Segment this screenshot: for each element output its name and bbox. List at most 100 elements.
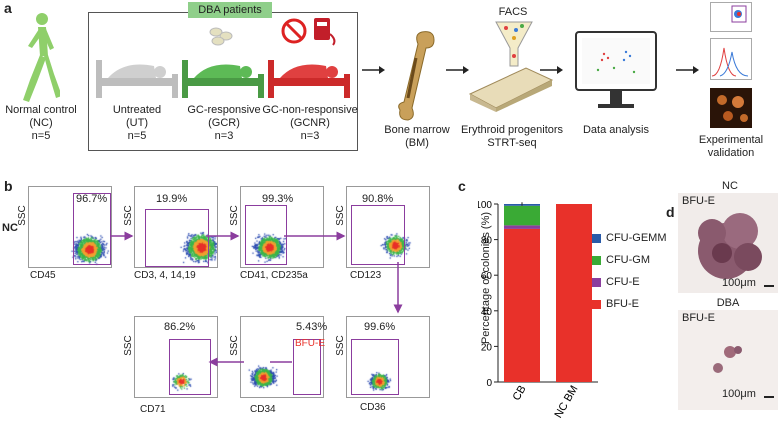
normal-control-label: Normal control (NC) n=5 <box>5 104 77 142</box>
y-axis-ssc-5: SSC <box>334 335 346 356</box>
group-gc-responsive-label: GC-responsive (GCR) n=3 <box>187 104 261 142</box>
pills-icon <box>209 27 233 46</box>
x-axis-lineage: CD3, 4, 14,19 <box>134 270 196 281</box>
bar-cb-cfu-gm <box>504 205 540 226</box>
panel-d-letter: d <box>666 204 675 220</box>
x-tick-label-nc-bm: NC BM <box>552 384 580 421</box>
panel-c-letter: c <box>458 178 466 194</box>
facs-funnel-icon <box>495 21 533 67</box>
panel-d-title-nc: NC <box>722 180 738 192</box>
facs-plot-cd36 <box>346 316 430 398</box>
gate-pct-cd41: 99.3% <box>262 193 294 205</box>
gate-bfu-e <box>293 339 321 395</box>
y-axis-ssc-3: SSC <box>228 205 240 226</box>
arrow-to-analysis <box>540 66 563 74</box>
x-axis-cd45: CD45 <box>30 270 56 281</box>
x-axis-cd71: CD71 <box>140 404 166 415</box>
y-axis-ssc-1: SSC <box>16 205 28 226</box>
row-label-nc: NC <box>2 222 18 234</box>
x-axis-cd123: CD123 <box>350 270 382 281</box>
validation-scatter-thumb <box>710 2 752 32</box>
scale-bar-dba <box>764 396 774 398</box>
gate-pct-cd34: 5.43% <box>296 321 328 333</box>
gate-cd123 <box>351 205 405 265</box>
arrow-to-facs <box>446 66 469 74</box>
legend-label-cfu-e: CFU-E <box>606 276 640 288</box>
legend-label-cfu-gemm: CFU-GEMM <box>606 232 667 244</box>
legend-swatch-bfu-e <box>592 300 601 309</box>
gate-cd45 <box>73 193 111 265</box>
scale-bar-nc <box>764 285 774 287</box>
gate-lineage <box>145 209 209 267</box>
no-steroids-icon <box>281 18 307 44</box>
well-plate-icon <box>468 67 554 112</box>
y-tick-label-20: 20 <box>481 342 493 353</box>
walking-person-icon <box>23 13 60 102</box>
colony-bar-chart: 0 20 40 60 80 100 CB NC BM <box>478 200 598 421</box>
bone-marrow-label: Bone marrow (BM) <box>384 124 450 149</box>
panel-a-letter: a <box>4 0 12 16</box>
bar-cb-bfu-e <box>504 228 540 382</box>
facs-plot-lineage <box>134 186 218 268</box>
gate-pct-cd123: 90.8% <box>362 193 394 205</box>
arrow-to-bone-marrow <box>362 66 385 74</box>
micrograph-nc: BFU-E 100μm <box>678 193 778 293</box>
y-tick-label-0: 0 <box>486 378 492 389</box>
facs-plot-cd45 <box>28 186 112 268</box>
y-tick-label-100: 100 <box>478 200 492 211</box>
group-untreated-label: Untreated (UT) n=5 <box>112 104 162 142</box>
validation-histogram-thumb <box>710 38 752 80</box>
micrograph-dba: BFU-E 100μm <box>678 310 778 410</box>
gate-cd41 <box>245 205 287 265</box>
arrow-to-validation <box>676 66 699 74</box>
y-axis-ssc-6: SSC <box>228 335 240 356</box>
gate-cd71 <box>169 339 211 395</box>
micrograph-nc-scale: 100μm <box>722 277 756 289</box>
gate-name-bfu-e: BFU-E <box>295 338 325 349</box>
legend-label-cfu-gm: CFU-GM <box>606 254 650 266</box>
bar-cb-cfu-e <box>504 225 540 229</box>
erythroid-label: Erythroid progenitors STRT-seq <box>460 124 564 149</box>
y-tick-label-80: 80 <box>481 236 493 247</box>
bed-gc-nonresponsive-icon <box>268 60 350 98</box>
y-axis-ssc-7: SSC <box>122 335 134 356</box>
gate-pct-cd45: 96.7% <box>76 193 108 205</box>
facs-plot-cd41 <box>240 186 324 268</box>
bed-untreated-icon <box>96 60 178 98</box>
gate-pct-cd36: 99.6% <box>364 321 396 333</box>
dba-header: DBA patients <box>188 2 272 18</box>
facs-plot-cd123 <box>346 186 430 268</box>
micrograph-nc-label: BFU-E <box>682 195 715 207</box>
y-tick-label-40: 40 <box>481 307 493 318</box>
panel-d-title-dba: DBA <box>716 297 740 309</box>
data-analysis-label: Data analysis <box>582 124 650 136</box>
legend-swatch-cfu-gemm <box>592 234 601 243</box>
bone-icon <box>398 31 435 121</box>
experimental-validation-label: Experimental validation <box>698 134 764 159</box>
legend-swatch-cfu-e <box>592 278 601 287</box>
legend-label-bfu-e: BFU-E <box>606 298 639 310</box>
x-axis-cd41: CD41, CD235a <box>240 270 308 281</box>
gate-pct-lineage: 19.9% <box>156 193 188 205</box>
monitor-icon <box>575 31 657 108</box>
panel-b-letter: b <box>4 178 13 194</box>
x-tick-label-cb: CB <box>511 384 529 403</box>
facs-plot-cd34 <box>240 316 324 398</box>
micrograph-dba-label: BFU-E <box>682 312 715 324</box>
x-axis-cd36: CD36 <box>360 402 386 413</box>
y-axis-ssc-4: SSC <box>334 205 346 226</box>
y-tick-label-60: 60 <box>481 271 493 282</box>
facs-label: FACS <box>498 6 528 18</box>
bed-gc-responsive-icon <box>182 60 264 98</box>
bar-nc-bm-bfu-e <box>556 204 592 382</box>
micrograph-dba-scale: 100μm <box>722 388 756 400</box>
x-axis-cd34: CD34 <box>250 404 276 415</box>
y-axis-ssc-2: SSC <box>122 205 134 226</box>
validation-micrograph-thumb <box>710 88 752 128</box>
facs-plot-cd71 <box>134 316 218 398</box>
legend-swatch-cfu-gm <box>592 256 601 265</box>
gate-pct-cd71: 86.2% <box>164 321 196 333</box>
gate-cd36 <box>351 339 399 395</box>
group-gc-nonresponsive-label: GC-non-responsive (GCNR) n=3 <box>262 104 358 142</box>
blood-bag-icon <box>314 18 336 46</box>
